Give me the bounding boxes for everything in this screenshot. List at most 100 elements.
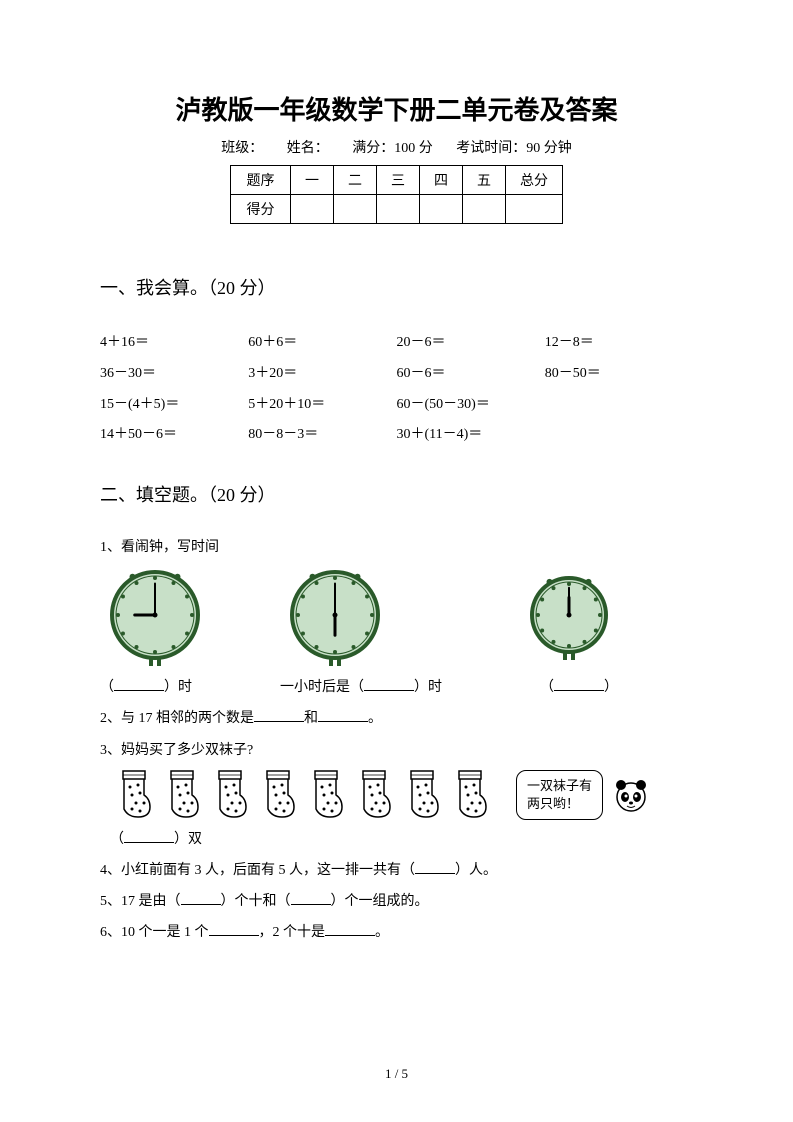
blank <box>318 708 368 722</box>
blank <box>114 677 164 691</box>
text: 一小时后是（ <box>280 680 364 695</box>
text: （ <box>110 832 124 847</box>
sock-icon <box>302 769 346 821</box>
calc-cell: 30＋(11－4)＝ <box>397 420 545 451</box>
sock-icon <box>206 769 250 821</box>
cell: 二 <box>334 166 377 195</box>
calc-cell: 36－30＝ <box>100 359 248 390</box>
text: ）双 <box>174 832 202 847</box>
calc-cell: 14＋50－6＝ <box>100 420 248 451</box>
text: ，2 个十是 <box>259 925 326 940</box>
blank <box>325 922 375 936</box>
blank <box>554 677 604 691</box>
cell: 五 <box>463 166 506 195</box>
blank <box>209 922 259 936</box>
calc-cell: 20－6＝ <box>397 328 545 359</box>
cell: 一 <box>291 166 334 195</box>
score-table: 题序 一 二 三 四 五 总分 得分 <box>230 165 563 224</box>
text: 6、10 个一是 1 个 <box>100 925 209 940</box>
class-label: 班级： <box>221 141 263 156</box>
cell <box>506 195 563 224</box>
q3: 3、妈妈买了多少双袜子? <box>100 738 693 763</box>
q6: 6、10 个一是 1 个 ，2 个十是 。 <box>100 920 693 945</box>
cell <box>334 195 377 224</box>
blank <box>364 677 414 691</box>
text: ）个十和（ <box>221 894 291 909</box>
calc-cell: 60－(50－30)＝ <box>397 390 545 421</box>
sock-icon <box>350 769 394 821</box>
clocks-row <box>110 570 693 668</box>
q2: 2、与 17 相邻的两个数是 和 。 <box>100 706 693 731</box>
blank <box>124 829 174 843</box>
full-score-label: 满分：100 分 <box>352 141 433 156</box>
text: （ <box>540 680 554 695</box>
blank <box>181 891 221 905</box>
cell: 题序 <box>231 166 291 195</box>
text: （ <box>100 680 114 695</box>
calc-cell <box>545 390 693 421</box>
cell: 四 <box>420 166 463 195</box>
text: ）个一组成的。 <box>331 894 429 909</box>
clock-icon <box>290 570 380 668</box>
calc-cell: 80－50＝ <box>545 359 693 390</box>
time-label: 考试时间：90 分钟 <box>456 141 572 156</box>
table-row: 题序 一 二 三 四 五 总分 <box>231 166 563 195</box>
text: 一双袜子有 <box>527 777 592 795</box>
sock-icon <box>446 769 490 821</box>
calc-row: 14＋50－6＝ 80－8－3＝ 30＋(11－4)＝ <box>100 420 693 451</box>
blank <box>291 891 331 905</box>
table-row: 得分 <box>231 195 563 224</box>
text: ） <box>604 680 618 695</box>
meta-line: 班级： 姓名： 满分：100 分 考试时间：90 分钟 <box>100 137 693 157</box>
sock-icon <box>158 769 202 821</box>
calc-row: 4＋16＝ 60＋6＝ 20－6＝ 12－8＝ <box>100 328 693 359</box>
text: 5、17 是由（ <box>100 894 181 909</box>
sock-icon <box>398 769 442 821</box>
cell: 得分 <box>231 195 291 224</box>
text: 。 <box>368 711 382 726</box>
clock-icon <box>530 576 608 662</box>
speech-bubble: 一双袜子有 两只哟！ <box>516 770 603 820</box>
calc-row: 15－(4＋5)＝ 5＋20＋10＝ 60－(50－30)＝ <box>100 390 693 421</box>
clock-icon <box>110 570 200 668</box>
text: 4、小红前面有 3 人，后面有 5 人，这一排一共有（ <box>100 863 415 878</box>
q4: 4、小红前面有 3 人，后面有 5 人，这一排一共有（ ）人。 <box>100 858 693 883</box>
page-number: 1 / 5 <box>0 1066 793 1082</box>
name-label: 姓名： <box>287 141 329 156</box>
cell: 三 <box>377 166 420 195</box>
text: ）时 <box>414 680 442 695</box>
text: 和 <box>304 711 318 726</box>
cell: 总分 <box>506 166 563 195</box>
calc-cell: 60－6＝ <box>397 359 545 390</box>
page-title: 泸教版一年级数学下册二单元卷及答案 <box>100 90 693 127</box>
cell <box>291 195 334 224</box>
calc-grid: 4＋16＝ 60＋6＝ 20－6＝ 12－8＝ 36－30＝ 3＋20＝ 60－… <box>100 328 693 451</box>
sock-icon <box>254 769 298 821</box>
cell <box>463 195 506 224</box>
text: 。 <box>375 925 389 940</box>
section-2-heading: 二、填空题。（20 分） <box>100 481 693 507</box>
calc-cell: 4＋16＝ <box>100 328 248 359</box>
panda-icon <box>609 773 653 817</box>
blank <box>254 708 304 722</box>
q5: 5、17 是由（ ）个十和（ ）个一组成的。 <box>100 889 693 914</box>
calc-cell: 15－(4＋5)＝ <box>100 390 248 421</box>
socks-row: 一双袜子有 两只哟！ <box>110 769 693 821</box>
calc-cell: 5＋20＋10＝ <box>248 390 396 421</box>
text: ）时 <box>164 680 192 695</box>
clock-labels: （ ）时 一小时后是（ ）时 （ ） <box>100 676 693 696</box>
calc-cell: 80－8－3＝ <box>248 420 396 451</box>
q3-answer: （ ）双 <box>110 827 693 852</box>
q1-label: 1、看闹钟，写时间 <box>100 535 693 560</box>
text: 2、与 17 相邻的两个数是 <box>100 711 254 726</box>
calc-cell: 3＋20＝ <box>248 359 396 390</box>
cell <box>420 195 463 224</box>
calc-cell: 60＋6＝ <box>248 328 396 359</box>
calc-cell: 12－8＝ <box>545 328 693 359</box>
text: 两只哟！ <box>527 795 592 813</box>
cell <box>377 195 420 224</box>
sock-icon <box>110 769 154 821</box>
text: ）人。 <box>455 863 497 878</box>
section-1-heading: 一、我会算。（20 分） <box>100 274 693 300</box>
calc-cell <box>545 420 693 451</box>
